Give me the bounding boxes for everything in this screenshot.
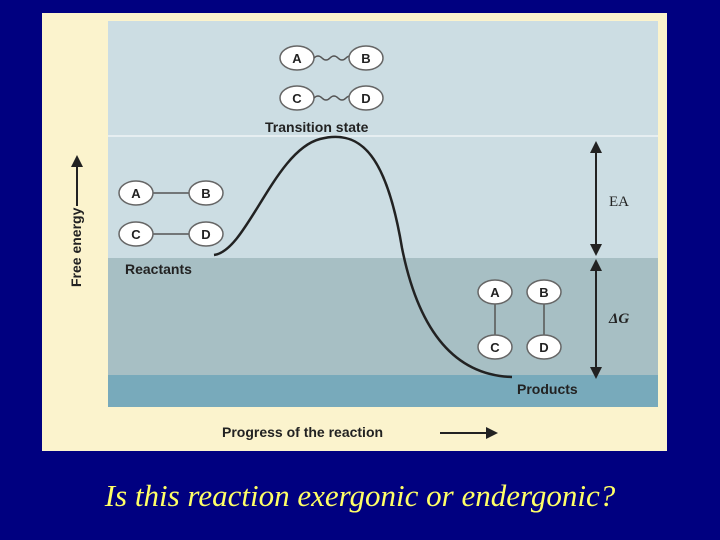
molecule-circle bbox=[348, 45, 384, 71]
molecule-label: B bbox=[539, 285, 548, 300]
molecule-circle bbox=[477, 334, 513, 360]
molecule-circle bbox=[526, 279, 562, 305]
activation-energy-label: EA bbox=[609, 194, 629, 210]
partial-bond bbox=[313, 95, 355, 101]
transition-molecules: A B C D bbox=[279, 45, 384, 111]
products-label: Products bbox=[517, 381, 578, 397]
molecule-label: B bbox=[361, 51, 370, 66]
molecule-label: C bbox=[292, 91, 302, 106]
molecule-label: D bbox=[201, 227, 210, 242]
product-molecules: A B C D bbox=[477, 279, 562, 360]
molecule-circle bbox=[118, 221, 154, 247]
molecule-circle bbox=[118, 180, 154, 206]
molecule-circle bbox=[188, 180, 224, 206]
molecule-label: D bbox=[539, 340, 548, 355]
energy-diagram-svg: Free energy Progress of the reaction A B… bbox=[68, 21, 658, 440]
band-middle bbox=[108, 258, 658, 375]
molecule-circle bbox=[188, 221, 224, 247]
energy-diagram: Free energy Progress of the reaction A B… bbox=[42, 13, 667, 451]
reactants-label: Reactants bbox=[125, 261, 192, 277]
molecule-label: A bbox=[131, 186, 141, 201]
molecule-circle bbox=[348, 85, 384, 111]
molecule-label: C bbox=[131, 227, 141, 242]
molecule-label: A bbox=[292, 51, 302, 66]
molecule-label: B bbox=[201, 186, 210, 201]
molecule-label: A bbox=[490, 285, 500, 300]
x-axis-label: Progress of the reaction bbox=[222, 424, 383, 440]
molecule-label: D bbox=[361, 91, 370, 106]
molecule-circle bbox=[526, 334, 562, 360]
delta-g-label: ΔG bbox=[608, 311, 629, 327]
y-axis-label: Free energy bbox=[68, 207, 84, 287]
question-text: Is this reaction exergonic or endergonic… bbox=[104, 478, 616, 513]
energy-curve bbox=[213, 135, 513, 379]
band-bottom bbox=[108, 375, 658, 407]
reactant-molecules: A B C D bbox=[118, 180, 224, 247]
molecule-label: C bbox=[490, 340, 500, 355]
molecule-circle bbox=[477, 279, 513, 305]
partial-bond bbox=[313, 55, 355, 61]
transition-state-label: Transition state bbox=[265, 119, 369, 135]
